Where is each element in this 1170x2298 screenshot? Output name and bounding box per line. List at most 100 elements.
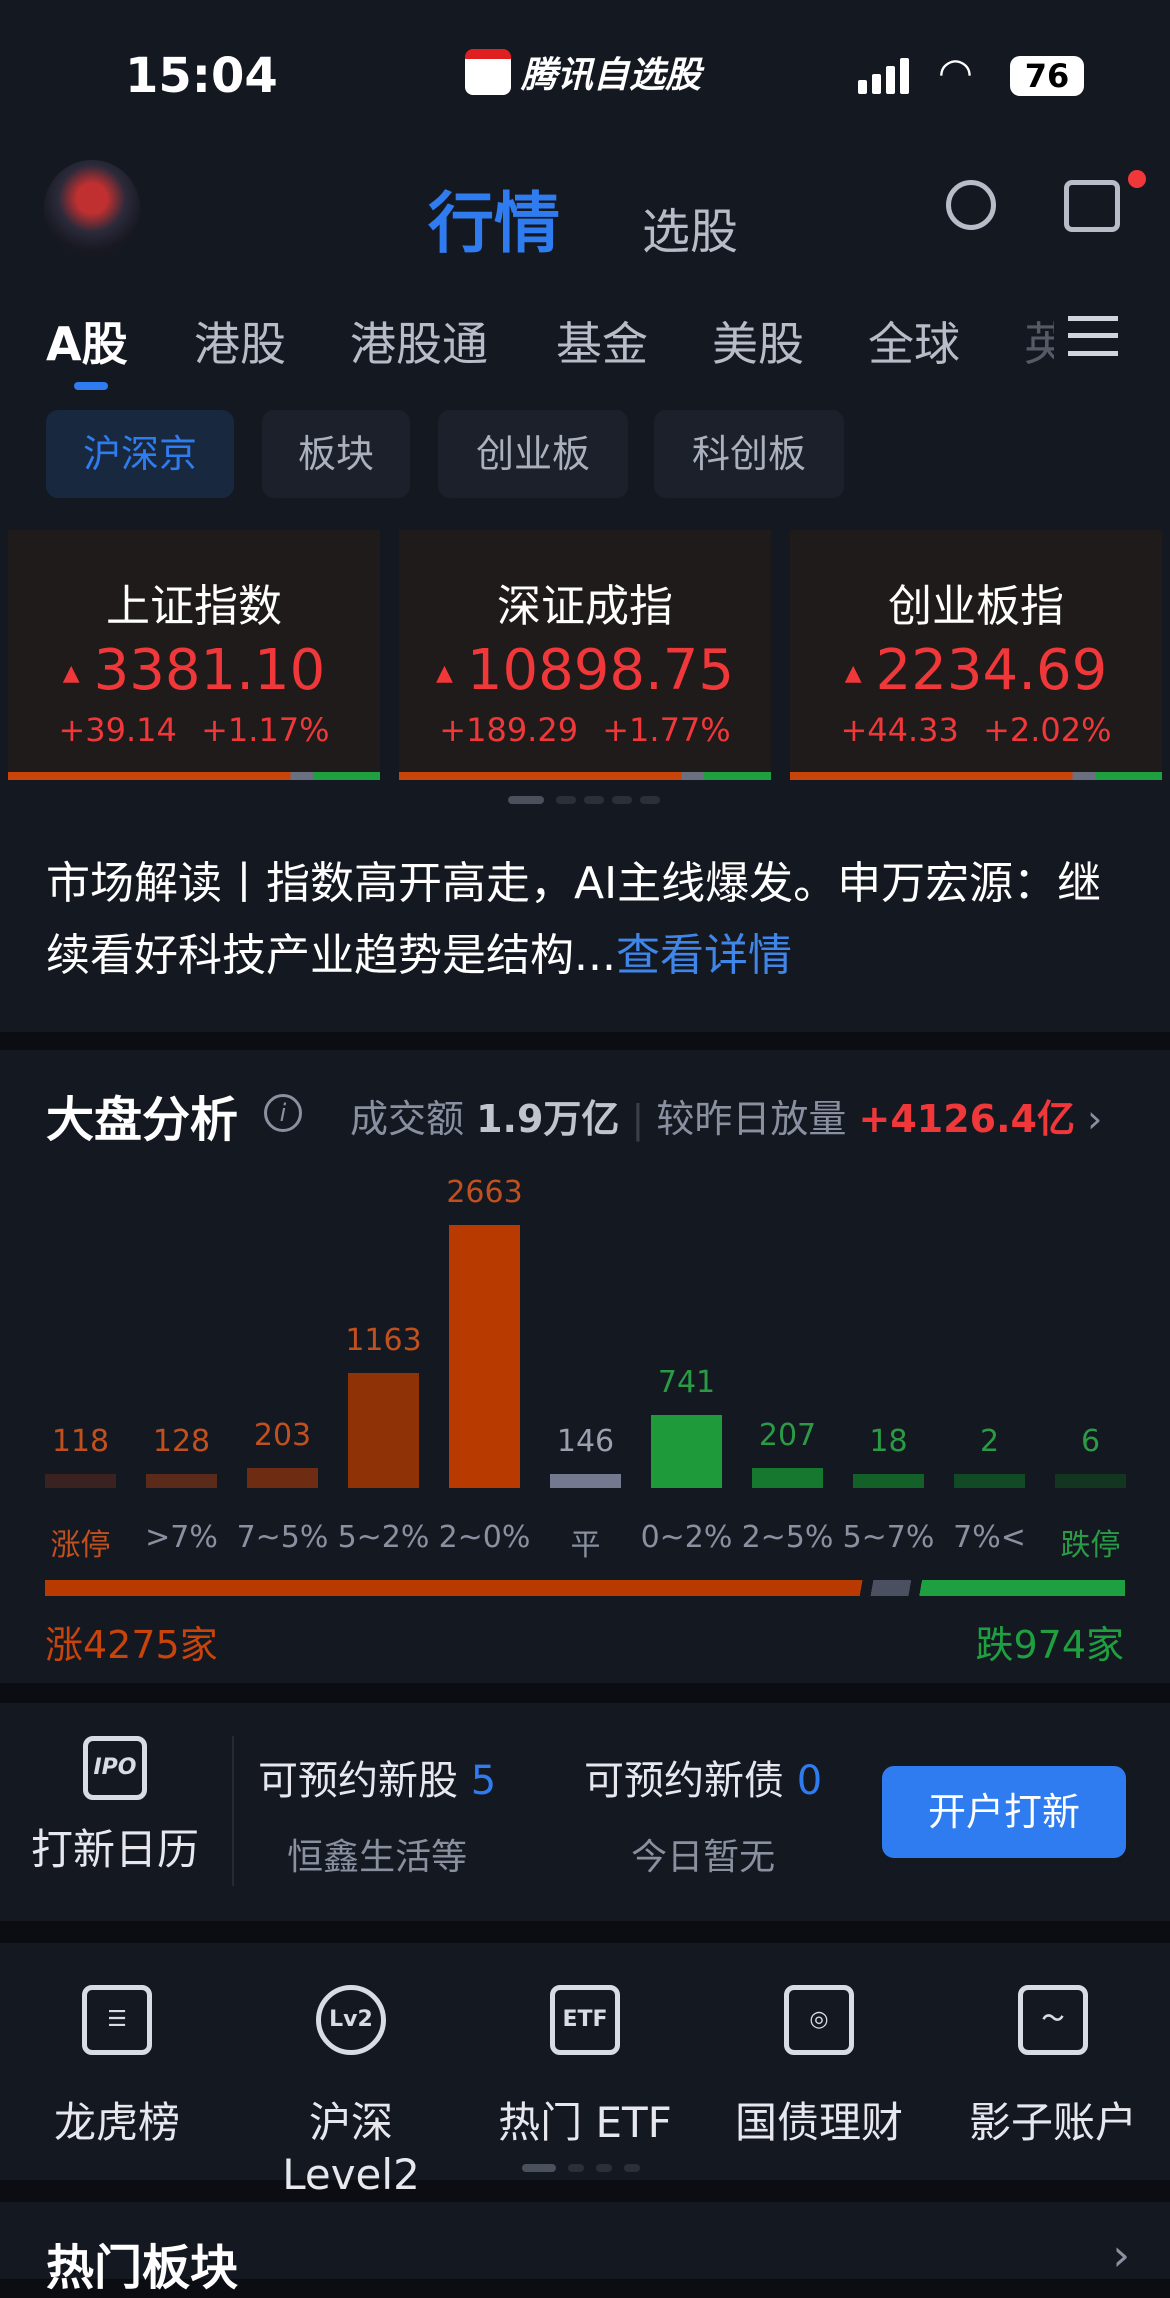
breadth-bar — [8, 772, 380, 780]
shortcuts — [0, 1943, 1170, 2180]
chip-chinext[interactable]: 创业板 — [438, 410, 628, 498]
tab-hk[interactable]: 港股 — [194, 317, 286, 371]
shortcut-dragon-tiger[interactable]: ☰ 龙虎榜 — [0, 1985, 234, 2150]
index-card-sh[interactable]: 上证指数 ▲ 3381.10 +39.14 +1.17% — [8, 530, 380, 780]
new-bonds[interactable]: 可预约新债 0 今日暂无 — [584, 1758, 823, 1878]
bar-value-label: 741 — [657, 1364, 716, 1400]
category-label: 2~5% — [741, 1520, 834, 1555]
chevron-right-icon[interactable]: › — [1112, 2230, 1130, 2281]
bar-value-label: 18 — [869, 1424, 908, 1459]
search-icon[interactable] — [946, 180, 996, 230]
bar — [651, 1414, 722, 1488]
market-analysis — [0, 1050, 1170, 1683]
bar — [247, 1467, 318, 1488]
bar-value-label: 118 — [51, 1424, 110, 1459]
breadth-bar — [399, 772, 771, 780]
chevron-right-icon: › — [1087, 1097, 1103, 1141]
page-dot — [612, 796, 632, 804]
bar-value-label: 2 — [979, 1424, 1000, 1459]
app-logo-icon — [465, 49, 511, 95]
category-label: 7%< — [953, 1520, 1026, 1555]
bar — [550, 1473, 621, 1488]
page-dot — [508, 796, 544, 804]
bar — [45, 1474, 116, 1488]
chart-icon: 〜 — [1018, 1985, 1088, 2055]
battery-indicator: 76 — [1010, 56, 1084, 96]
menu-icon[interactable] — [1068, 316, 1118, 356]
clock: 15:04 — [125, 48, 278, 104]
avatar[interactable] — [44, 160, 140, 256]
page-dot — [556, 796, 576, 804]
wifi-icon: ◠ — [938, 50, 973, 96]
tab-hk-connect[interactable]: 港股通 — [350, 317, 488, 371]
up-arrow-icon: ▲ — [62, 661, 80, 687]
bar — [449, 1225, 520, 1488]
market-commentary[interactable]: 市场解读丨指数高开高走，AI主线爆发。申万宏源：继续看好科技产业趋势是结构...… — [46, 858, 1102, 981]
tab-stock-picker[interactable]: 选股 — [642, 204, 739, 260]
tab-a-shares[interactable]: A股 — [46, 317, 128, 371]
info-icon[interactable]: i — [264, 1094, 302, 1132]
status-bar: 15:04 腾讯自选股 ◠ 76 — [0, 0, 1170, 110]
category-label: 5~2% — [337, 1520, 430, 1555]
ipo-calendar[interactable]: IPO 打新日历 — [20, 1736, 210, 1877]
tab-us[interactable]: 美股 — [712, 317, 804, 371]
up-arrow-icon: ▲ — [844, 661, 862, 687]
category-label: 平 — [570, 1528, 601, 1563]
category-label: 2~0% — [438, 1520, 531, 1555]
category-label: 0~2% — [640, 1520, 733, 1555]
chip-star[interactable]: 科创板 — [654, 410, 844, 498]
new-stocks[interactable]: 可预约新股 5 恒鑫生活等 — [258, 1758, 497, 1878]
chip-hs-bj[interactable]: 沪深京 — [46, 410, 234, 498]
category-label: 跌停 — [1060, 1528, 1121, 1563]
shortcut-shadow-account[interactable]: 〜影子账户 — [936, 1985, 1170, 2150]
app-indicator: 腾讯自选股 — [465, 46, 701, 98]
section-title: 热门板块 — [46, 2240, 239, 2296]
shortcut-etf[interactable]: ETF 热门 ETF — [468, 1985, 702, 2150]
shortcut-level2[interactable]: Lv2 沪深 Level2 — [234, 1985, 468, 2199]
section-title: 大盘分析 — [46, 1092, 239, 1148]
open-account-button[interactable]: 开户打新 — [882, 1766, 1126, 1858]
bar — [954, 1474, 1025, 1488]
page-dot — [624, 2164, 640, 2172]
tab-market[interactable]: 行情 — [428, 185, 560, 262]
bond-icon: ◎ — [784, 1985, 854, 2055]
bar-value-label: 203 — [253, 1417, 312, 1453]
tab-funds[interactable]: 基金 — [556, 317, 648, 371]
index-card-sz[interactable]: 深证成指 ▲ 10898.75 +189.29 +1.77% — [399, 530, 771, 780]
chip-sectors[interactable]: 板块 — [262, 410, 410, 498]
divider — [232, 1736, 234, 1886]
tab-underline — [74, 382, 108, 390]
signal-icon — [858, 58, 909, 94]
bar — [752, 1467, 823, 1488]
bar — [146, 1474, 217, 1488]
notification-dot — [1128, 170, 1146, 188]
bar-value-label: 128 — [152, 1424, 211, 1459]
breadth-bar — [790, 772, 1162, 780]
bar-value-label: 146 — [556, 1423, 615, 1459]
page-dot — [522, 2164, 556, 2172]
etf-icon: ETF — [550, 1985, 620, 2055]
bar — [853, 1474, 924, 1488]
bar — [348, 1373, 419, 1488]
turnover-summary[interactable]: 成交额 1.9万亿 | 较昨日放量 +4126.4亿 › — [350, 1097, 1103, 1141]
bar-value-label: 2663 — [446, 1175, 523, 1210]
hot-sectors[interactable] — [0, 2202, 1170, 2279]
view-details-link[interactable]: 查看详情 — [615, 930, 792, 981]
bar-value-label: 207 — [758, 1417, 817, 1453]
ipo-icon: IPO — [83, 1736, 147, 1800]
index-card-cyb[interactable]: 创业板指 ▲ 2234.69 +44.33 +2.02% — [790, 530, 1162, 780]
category-label: >7% — [145, 1520, 218, 1555]
tab-global[interactable]: 全球 — [868, 317, 960, 371]
list-icon: ☰ — [82, 1985, 152, 2055]
category-label: 7~5% — [236, 1520, 329, 1555]
category-label: 5~7% — [842, 1520, 935, 1555]
page-dot — [640, 796, 660, 804]
shortcut-bonds[interactable]: ◎ 国债理财 — [702, 1985, 936, 2150]
lv2-icon: Lv2 — [316, 1985, 386, 2055]
message-icon[interactable] — [1064, 180, 1120, 232]
page-dot — [568, 2164, 584, 2172]
tab-uk[interactable]: 英 — [1024, 317, 1054, 371]
page-dot — [596, 2164, 612, 2172]
category-label: 涨停 — [50, 1528, 111, 1563]
up-arrow-icon: ▲ — [435, 661, 453, 687]
